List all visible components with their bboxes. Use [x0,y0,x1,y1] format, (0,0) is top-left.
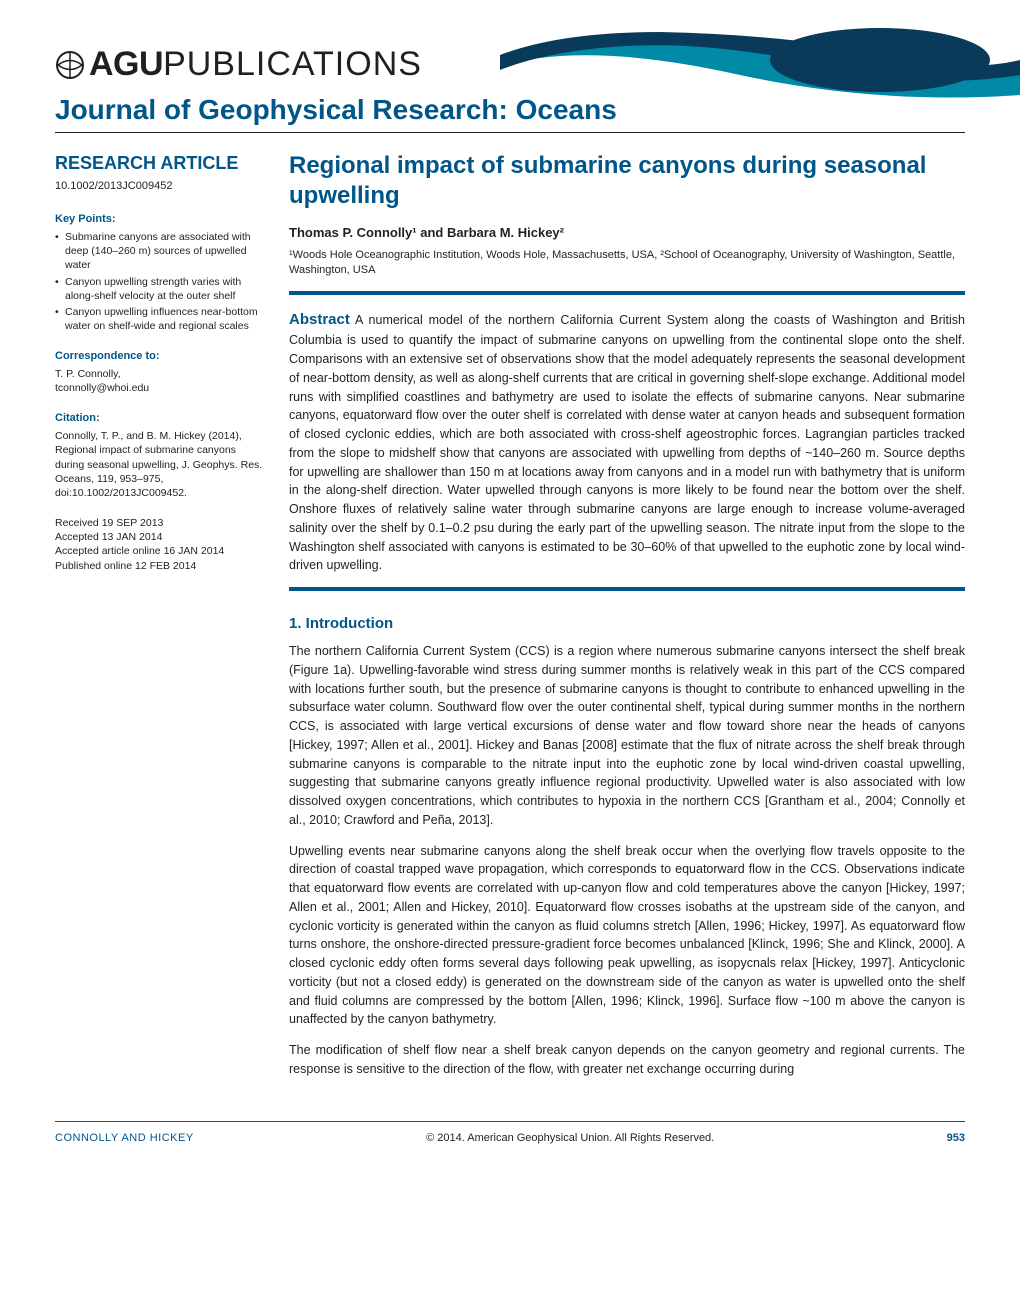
correspondence-name: T. P. Connolly, [55,367,265,381]
article-title: Regional impact of submarine canyons dur… [289,151,965,211]
intro-paragraph: The modification of shelf flow near a sh… [289,1041,965,1079]
jgr-badge: JGR [730,90,775,116]
correspondence-block: Correspondence to: T. P. Connolly, tconn… [55,349,265,395]
footer-copyright: © 2014. American Geophysical Union. All … [426,1132,714,1144]
page-header: AGUPUBLICATIONS JGR Journal of Geophysic… [55,45,965,133]
footer-authors: CONNOLLY AND HICKEY [55,1132,194,1144]
content-wrapper: RESEARCH ARTICLE 10.1002/2013JC009452 Ke… [55,151,965,1091]
accepted-online-date: Accepted article online 16 JAN 2014 [55,544,265,558]
key-points-heading: Key Points: [55,212,265,227]
citation-heading: Citation: [55,411,265,426]
key-points-list: Submarine canyons are associated with de… [55,230,265,333]
abstract-top-rule [289,291,965,295]
abstract: Abstract A numerical model of the northe… [289,309,965,575]
main-content: Regional impact of submarine canyons dur… [289,151,965,1091]
logo-agu: AGU [89,45,163,84]
doi: 10.1002/2013JC009452 [55,179,265,194]
accepted-date: Accepted 13 JAN 2014 [55,530,265,544]
published-date: Published online 12 FEB 2014 [55,559,265,573]
key-point: Canyon upwelling strength varies with al… [55,275,265,303]
intro-paragraph: Upwelling events near submarine canyons … [289,842,965,1030]
intro-paragraph: The northern California Current System (… [289,642,965,830]
received-date: Received 19 SEP 2013 [55,516,265,530]
dates-block: Received 19 SEP 2013 Accepted 13 JAN 201… [55,516,265,573]
agu-logo-text: AGUPUBLICATIONS [55,45,422,84]
page-number: 953 [947,1132,965,1144]
introduction-heading: 1. Introduction [289,615,965,632]
abstract-label: Abstract [289,311,350,328]
abstract-text: A numerical model of the northern Califo… [289,313,965,573]
page-footer: CONNOLLY AND HICKEY © 2014. American Geo… [55,1132,965,1144]
citation-block: Citation: Connolly, T. P., and B. M. Hic… [55,411,265,500]
affiliations: ¹Woods Hole Oceanographic Institution, W… [289,248,965,279]
article-type-label: RESEARCH ARTICLE [55,151,265,175]
sidebar: RESEARCH ARTICLE 10.1002/2013JC009452 Ke… [55,151,265,1091]
authors: Thomas P. Connolly¹ and Barbara M. Hicke… [289,225,965,240]
citation-text: Connolly, T. P., and B. M. Hickey (2014)… [55,429,265,500]
abstract-bottom-rule [289,587,965,591]
footer-rule [55,1121,965,1122]
correspondence-heading: Correspondence to: [55,349,265,364]
agu-globe-icon [55,50,85,80]
key-points-block: Key Points: Submarine canyons are associ… [55,212,265,333]
key-point: Canyon upwelling influences near-bottom … [55,305,265,333]
header-rule [55,132,965,133]
key-point: Submarine canyons are associated with de… [55,230,265,273]
correspondence-email: tconnolly@whoi.edu [55,381,265,395]
logo-publications: PUBLICATIONS [163,45,422,84]
